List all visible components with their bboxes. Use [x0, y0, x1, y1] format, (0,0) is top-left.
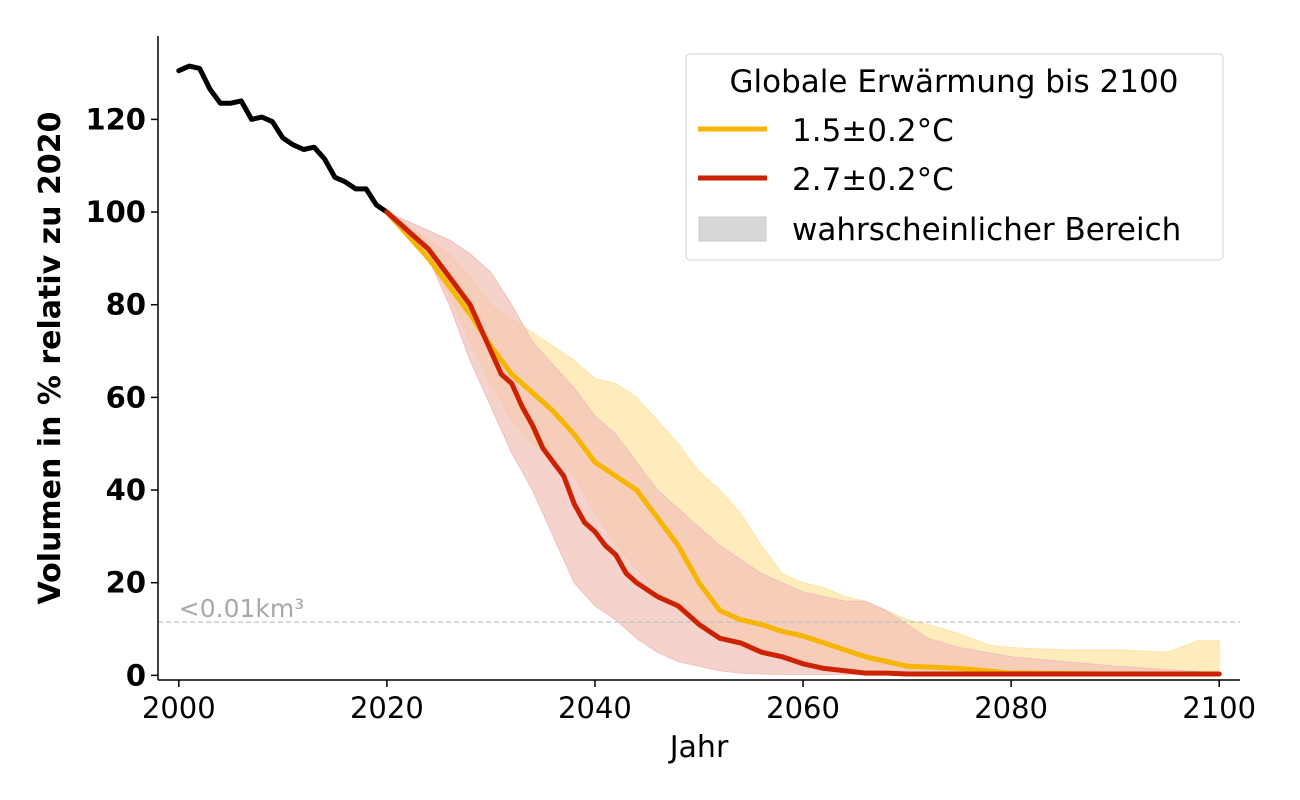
y-tick-label: 120: [85, 102, 146, 136]
legend-label-low: 1.5±0.2°C: [792, 113, 954, 149]
series-line-high: [384, 209, 1222, 677]
legend-title: Globale Erwärmung bis 2100: [730, 64, 1179, 100]
likely-range-bands: [386, 211, 1220, 675]
axes: [157, 36, 1240, 681]
x-tick-label: 2060: [766, 691, 840, 725]
y-tick-label: 60: [106, 380, 146, 414]
x-tick-label: 2100: [1182, 691, 1256, 725]
legend: Globale Erwärmung bis 2100 1.5±0.2°C 2.7…: [685, 53, 1224, 261]
x-tick-label: 2040: [558, 691, 632, 725]
series-lines: [176, 63, 1222, 677]
legend-swatch-range: [698, 216, 767, 242]
threshold-label: <0.01km³: [179, 594, 304, 623]
legend-label-range: wahrscheinlicher Bereich: [792, 212, 1181, 248]
x-tick-label: 2080: [974, 691, 1048, 725]
y-axis-title: Volumen in % relativ zu 2020: [33, 112, 68, 605]
x-axis-title: Jahr: [668, 730, 729, 765]
y-tick-label: 20: [106, 566, 146, 600]
y-tick-label: 40: [106, 473, 146, 507]
legend-label-high: 2.7±0.2°C: [792, 162, 954, 198]
y-tick-label: 0: [126, 658, 146, 692]
x-tick-label: 2020: [350, 691, 424, 725]
x-tick-label: 2000: [142, 691, 216, 725]
likely-range-band-high: [386, 211, 1220, 675]
y-tick-label: 80: [106, 288, 146, 322]
series-line-historical: [176, 63, 390, 215]
y-tick-label: 100: [85, 195, 146, 229]
legend-box: [685, 53, 1224, 261]
